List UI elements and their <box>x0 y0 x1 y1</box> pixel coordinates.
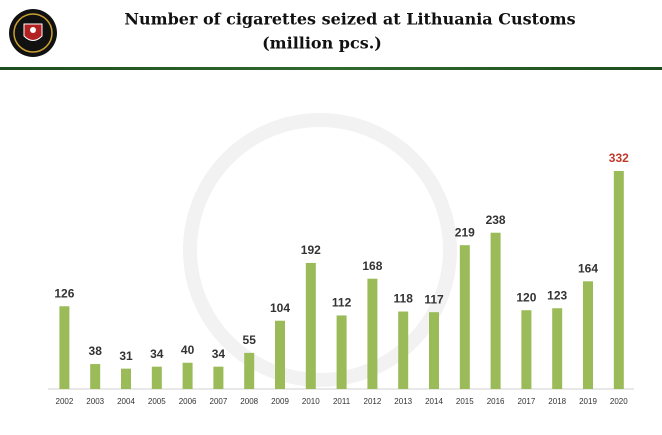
x-tick-label: 2006 <box>179 397 197 406</box>
value-label: 126 <box>54 286 74 300</box>
value-label: 219 <box>455 225 475 239</box>
bar <box>305 262 316 389</box>
x-tick-label: 2003 <box>86 397 104 406</box>
bar <box>613 171 624 389</box>
x-tick-label: 2004 <box>117 397 135 406</box>
x-tick-label: 2010 <box>302 397 320 406</box>
x-tick-label: 2011 <box>333 397 351 406</box>
value-label: 123 <box>547 288 567 302</box>
bar <box>521 310 532 389</box>
x-tick-label: 2016 <box>487 397 505 406</box>
bar <box>213 366 224 389</box>
x-tick-label: 2015 <box>456 397 474 406</box>
x-tick-label: 2008 <box>240 397 258 406</box>
chart-subtitle: (million pcs.) <box>262 34 382 53</box>
bar <box>244 352 255 389</box>
value-label: 117 <box>424 292 444 306</box>
x-tick-label: 2020 <box>610 397 628 406</box>
value-label: 34 <box>212 347 226 361</box>
value-label: 118 <box>394 292 414 306</box>
bar <box>90 364 101 389</box>
value-label: 112 <box>332 296 352 310</box>
bar <box>59 306 70 389</box>
x-tick-label: 2007 <box>210 397 228 406</box>
x-tick-label: 2017 <box>518 397 536 406</box>
x-tick-label: 2013 <box>394 397 412 406</box>
value-label: 168 <box>362 259 382 273</box>
value-label: 332 <box>609 151 629 165</box>
x-tick-label: 2009 <box>271 397 289 406</box>
value-label: 34 <box>150 347 164 361</box>
value-label: 31 <box>119 349 133 363</box>
x-tick-label: 2019 <box>579 397 597 406</box>
value-label: 40 <box>181 343 195 357</box>
x-tick-label: 2005 <box>148 397 166 406</box>
bar <box>121 368 131 389</box>
value-label: 238 <box>486 213 506 227</box>
bar <box>275 320 285 389</box>
watermark <box>183 113 457 387</box>
value-label: 164 <box>578 261 598 275</box>
bar <box>336 315 347 389</box>
bar <box>490 232 501 389</box>
x-tick-label: 2018 <box>548 397 566 406</box>
header-rule <box>0 67 662 70</box>
bar <box>429 312 439 389</box>
value-label: 38 <box>89 344 103 358</box>
bar <box>398 311 409 389</box>
bar <box>367 278 378 389</box>
value-label: 55 <box>243 333 257 347</box>
chart-title: Number of cigarettes seized at Lithuania… <box>124 10 575 29</box>
x-tick-label: 2002 <box>56 397 74 406</box>
bar <box>583 281 593 389</box>
logo <box>9 9 57 57</box>
x-tick-label: 2014 <box>425 397 443 406</box>
bar <box>151 366 162 389</box>
value-label: 120 <box>516 290 536 304</box>
value-label: 192 <box>301 243 321 257</box>
bar <box>552 308 563 389</box>
bar <box>182 362 193 389</box>
x-tick-label: 2012 <box>364 397 382 406</box>
bar <box>459 245 470 389</box>
value-label: 104 <box>270 301 290 315</box>
